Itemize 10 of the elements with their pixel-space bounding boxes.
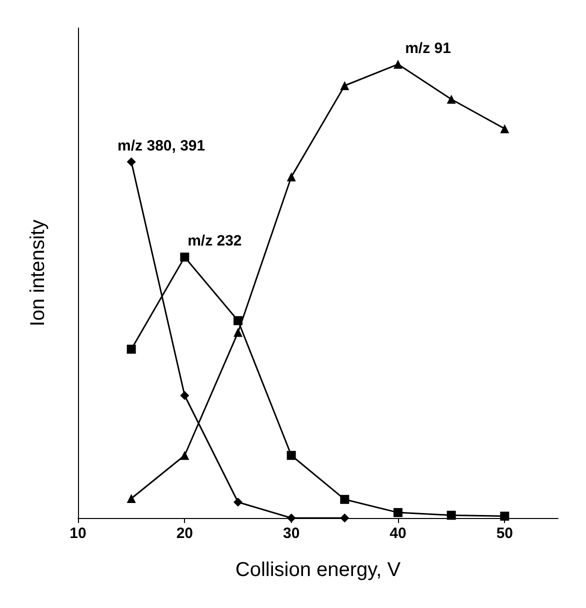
x-tick-label: 10 xyxy=(70,525,86,542)
series-label: m/z 380, 391 xyxy=(118,137,206,154)
x-tick-label: 20 xyxy=(176,525,194,542)
x-tick-label: 50 xyxy=(496,525,514,542)
series-label: m/z 232 xyxy=(188,232,242,250)
series-label: m/z 91 xyxy=(405,40,451,57)
y-axis-title: Ion intensity xyxy=(27,220,49,326)
x-tick-label: 30 xyxy=(282,525,300,542)
x-tick-label: 40 xyxy=(390,525,406,542)
x-axis-title: Collision energy, V xyxy=(235,559,402,581)
